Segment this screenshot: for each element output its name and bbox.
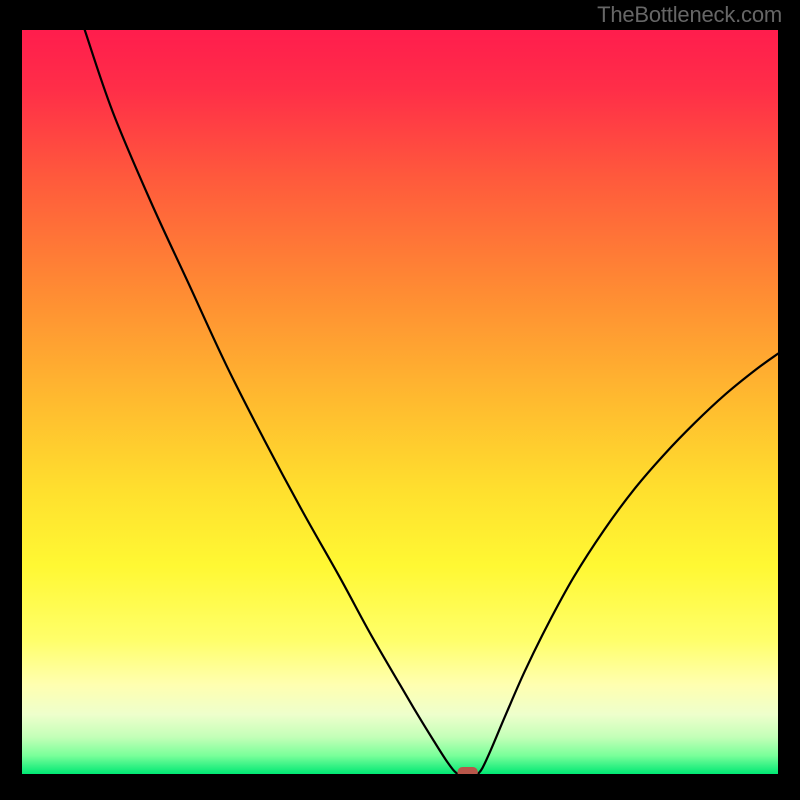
minimum-marker (457, 767, 477, 774)
chart-container: TheBottleneck.com (0, 0, 800, 800)
attribution-text: TheBottleneck.com (597, 2, 782, 28)
plot-svg (22, 30, 778, 774)
gradient-background (22, 30, 778, 774)
plot-area (22, 30, 778, 774)
